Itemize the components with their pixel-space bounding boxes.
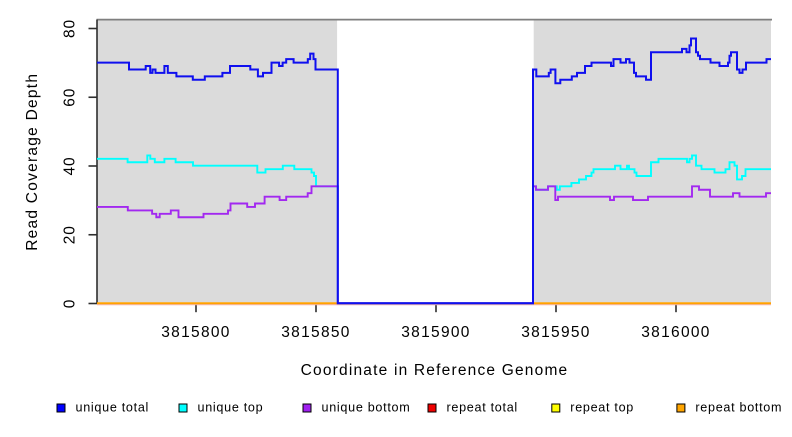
svg-text:Coordinate in Reference Genome: Coordinate in Reference Genome: [301, 362, 569, 379]
svg-text:repeat bottom: repeat bottom: [695, 401, 782, 415]
svg-text:unique top: unique top: [198, 401, 264, 415]
svg-text:3815900: 3815900: [401, 324, 470, 341]
svg-text:repeat top: repeat top: [570, 401, 634, 415]
svg-text:Read Coverage Depth: Read Coverage Depth: [24, 73, 41, 251]
svg-text:80: 80: [62, 19, 79, 38]
svg-text:3815800: 3815800: [161, 324, 230, 341]
svg-text:unique total: unique total: [76, 401, 150, 415]
svg-text:40: 40: [62, 156, 79, 175]
svg-text:3816000: 3816000: [641, 324, 710, 341]
svg-text:0: 0: [62, 299, 79, 309]
svg-text:3815950: 3815950: [521, 324, 590, 341]
svg-text:60: 60: [62, 88, 79, 107]
svg-text:unique bottom: unique bottom: [322, 401, 411, 415]
svg-text:repeat total: repeat total: [447, 401, 518, 415]
svg-text:3815850: 3815850: [281, 324, 350, 341]
svg-text:20: 20: [62, 225, 79, 244]
